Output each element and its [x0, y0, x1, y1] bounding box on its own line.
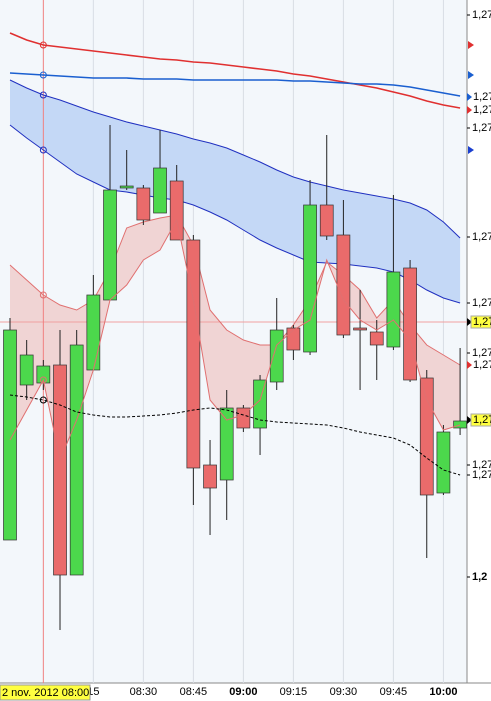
plot [0, 0, 467, 683]
price-marker-label: 1,27 [473, 414, 491, 426]
x-tick-label: 09:15 [280, 686, 308, 698]
price-marker-box [470, 315, 491, 329]
overlay-line [9, 32, 461, 109]
x-tick-label: 09:30 [330, 686, 358, 698]
candle-body [269, 329, 284, 383]
candle-body [203, 464, 217, 489]
candle-body [369, 331, 384, 346]
candle-body [286, 327, 301, 351]
candle-body [186, 239, 201, 469]
candle-body [236, 407, 251, 429]
arrow [468, 41, 474, 49]
candle-body [253, 379, 267, 429]
overlay-line [9, 394, 461, 476]
overlay-line [9, 79, 461, 239]
price-marker-arrow [467, 106, 472, 114]
cursor-point [39, 71, 47, 79]
candle-body [403, 267, 417, 381]
candle-body [169, 180, 184, 241]
cursor-point [39, 146, 47, 154]
overlay-line [9, 218, 461, 462]
candle-body [353, 327, 367, 331]
price-marker-arrow [467, 361, 472, 369]
x-tick-label: 09:45 [380, 686, 408, 698]
band-fill [10, 215, 461, 460]
price-marker-label: 1,27 [473, 359, 491, 371]
x-tick-label: 10:00 [429, 686, 457, 698]
candle-body [86, 294, 101, 371]
candle-body [436, 431, 451, 494]
cursor-label-box [0, 684, 91, 701]
y-tick-label: 1,27 [472, 231, 491, 243]
candle-body [119, 185, 134, 189]
overlay-line [9, 72, 461, 97]
candle-body [53, 364, 67, 576]
cursor-label: 2 nov. 2012 08:00 [2, 687, 89, 699]
candle-body [419, 377, 434, 496]
y-tick-label: 1,2 [472, 571, 487, 583]
overlay-line [9, 124, 461, 304]
cursor-point [39, 91, 47, 99]
price-marker-label: 1,27 [473, 104, 491, 116]
candle-body [69, 344, 84, 576]
candle-body [319, 204, 334, 237]
candle-body [303, 204, 317, 353]
cursor-point [39, 41, 47, 49]
price-marker-label: 1,27 [473, 316, 491, 328]
cursor-point [39, 376, 47, 384]
price-marker-arrow [467, 93, 472, 101]
y-tick-label: 1,27 [472, 297, 491, 309]
price-marker-arrow [467, 318, 472, 326]
y-tick-label: 1,27 [472, 459, 491, 471]
candle-body [336, 234, 351, 336]
candle-body [3, 329, 17, 541]
candle-body [219, 407, 234, 481]
price-marker-box [470, 413, 491, 427]
x-tick-label: 08:45 [180, 686, 208, 698]
y-tick-label: 1,27 [472, 469, 491, 481]
price-axis [467, 0, 491, 683]
y-tick-label: 1,27 [472, 347, 491, 359]
y-tick-label: 1,27 [472, 122, 491, 134]
price-marker-label: 1,27 [473, 91, 491, 103]
price-marker-arrow [467, 416, 472, 424]
candle-body [453, 420, 467, 429]
candle-body [103, 189, 117, 301]
x-tick-label: 09:00 [229, 686, 257, 698]
arrow [468, 146, 474, 154]
candle-body [386, 271, 401, 348]
arrow [468, 71, 474, 79]
candle-body [19, 354, 34, 386]
candle-body [153, 167, 167, 214]
candle-body [136, 187, 151, 221]
x-tick-label: 08:30 [130, 686, 158, 698]
overlay-line [9, 214, 461, 366]
cursor-point [39, 291, 47, 299]
y-tick-label: 1,27 [472, 9, 491, 21]
cursor-point [39, 396, 47, 404]
